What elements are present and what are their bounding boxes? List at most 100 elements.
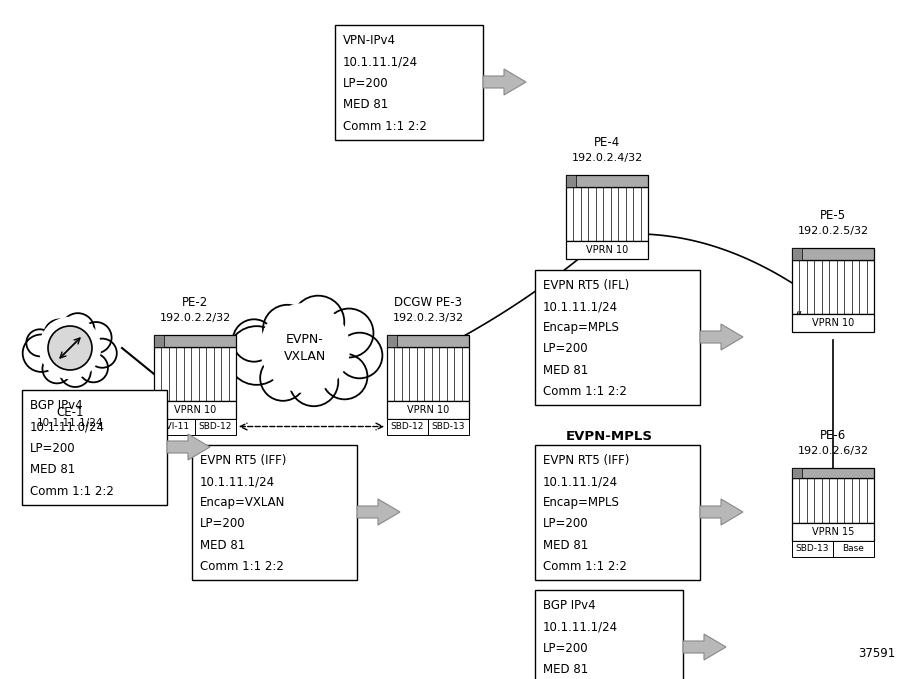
Bar bbox=[792, 248, 874, 261]
Text: EVPN RT5 (IFF): EVPN RT5 (IFF) bbox=[543, 454, 630, 467]
Text: Comm 1:1 2:2: Comm 1:1 2:2 bbox=[200, 559, 284, 573]
Bar bbox=[22, 390, 167, 505]
Text: Comm 1:1 2:2: Comm 1:1 2:2 bbox=[543, 385, 627, 398]
Circle shape bbox=[80, 322, 111, 353]
Text: LP=200: LP=200 bbox=[543, 642, 589, 655]
Text: LP=200: LP=200 bbox=[343, 77, 389, 90]
Text: EVPN-
VXLAN: EVPN- VXLAN bbox=[284, 333, 326, 363]
Text: 10.1.11.1/24: 10.1.11.1/24 bbox=[343, 56, 418, 69]
Text: MED 81: MED 81 bbox=[543, 538, 588, 551]
Circle shape bbox=[289, 357, 338, 406]
Text: EVI-11: EVI-11 bbox=[160, 422, 189, 431]
Text: Comm 1:1 2:2: Comm 1:1 2:2 bbox=[343, 120, 426, 132]
Bar bbox=[566, 175, 576, 187]
Text: SBD-13: SBD-13 bbox=[432, 422, 465, 431]
Bar bbox=[566, 187, 648, 240]
Bar bbox=[792, 314, 874, 331]
Text: SBD-12: SBD-12 bbox=[199, 422, 233, 431]
Text: MED 81: MED 81 bbox=[343, 98, 388, 111]
Text: 10.1.11.1/24: 10.1.11.1/24 bbox=[37, 418, 103, 428]
Text: CE-1: CE-1 bbox=[56, 406, 84, 419]
Text: 37591: 37591 bbox=[857, 647, 895, 660]
Bar bbox=[535, 270, 700, 405]
Bar bbox=[154, 335, 236, 348]
Text: VPRN 10: VPRN 10 bbox=[407, 405, 449, 414]
Bar bbox=[387, 348, 469, 401]
Text: 10.1.11.1/24: 10.1.11.1/24 bbox=[543, 475, 618, 488]
Circle shape bbox=[227, 326, 286, 385]
Text: PE-5: PE-5 bbox=[820, 209, 846, 222]
Circle shape bbox=[44, 319, 75, 350]
Text: VPRN 15: VPRN 15 bbox=[811, 527, 854, 536]
Text: 10.1.11.0/24: 10.1.11.0/24 bbox=[30, 420, 105, 433]
Text: “: “ bbox=[796, 310, 802, 323]
Text: 10.1.11.1/24: 10.1.11.1/24 bbox=[543, 300, 618, 313]
Circle shape bbox=[79, 353, 108, 382]
Circle shape bbox=[48, 326, 92, 370]
Text: VPRN 10: VPRN 10 bbox=[586, 244, 628, 255]
Bar bbox=[387, 401, 469, 418]
Text: VPRN 10: VPRN 10 bbox=[811, 318, 854, 327]
Bar bbox=[792, 468, 874, 479]
Polygon shape bbox=[357, 499, 400, 525]
Bar bbox=[387, 335, 469, 348]
Text: LP=200: LP=200 bbox=[200, 517, 245, 530]
Bar bbox=[335, 25, 483, 140]
Bar bbox=[566, 240, 648, 259]
Text: MED 81: MED 81 bbox=[200, 538, 245, 551]
Text: EVPN-MPLS: EVPN-MPLS bbox=[566, 430, 653, 443]
Bar bbox=[192, 445, 357, 580]
Bar bbox=[154, 335, 164, 348]
Bar bbox=[195, 418, 236, 435]
Text: MED 81: MED 81 bbox=[30, 463, 75, 476]
Text: VPRN 10: VPRN 10 bbox=[174, 405, 216, 414]
Text: Encap=MPLS: Encap=MPLS bbox=[543, 496, 620, 509]
Text: 192.0.2.5/32: 192.0.2.5/32 bbox=[798, 226, 868, 236]
Circle shape bbox=[60, 356, 91, 387]
Circle shape bbox=[336, 333, 382, 378]
Circle shape bbox=[292, 295, 345, 348]
Circle shape bbox=[39, 317, 101, 379]
Polygon shape bbox=[167, 434, 210, 460]
Text: 192.0.2.6/32: 192.0.2.6/32 bbox=[798, 446, 868, 456]
Polygon shape bbox=[700, 324, 743, 350]
Bar bbox=[535, 590, 683, 679]
Text: Comm 1:1 2:2: Comm 1:1 2:2 bbox=[543, 559, 627, 573]
Text: 192.0.2.4/32: 192.0.2.4/32 bbox=[572, 153, 642, 163]
Text: MED 81: MED 81 bbox=[543, 663, 588, 676]
Bar bbox=[154, 401, 236, 418]
Bar bbox=[387, 335, 397, 348]
Text: EVPN RT5 (IFL): EVPN RT5 (IFL) bbox=[543, 279, 630, 292]
Bar bbox=[792, 468, 802, 479]
Text: LP=200: LP=200 bbox=[543, 517, 589, 530]
Circle shape bbox=[233, 319, 275, 362]
Text: Encap=VXLAN: Encap=VXLAN bbox=[200, 496, 286, 509]
Bar bbox=[792, 540, 833, 557]
Circle shape bbox=[322, 354, 368, 399]
Circle shape bbox=[324, 308, 373, 357]
Circle shape bbox=[62, 313, 95, 346]
Text: 192.0.2.3/32: 192.0.2.3/32 bbox=[392, 313, 463, 323]
Bar bbox=[154, 348, 236, 401]
Text: Base: Base bbox=[843, 544, 865, 553]
Text: PE-4: PE-4 bbox=[594, 136, 620, 149]
Bar bbox=[387, 418, 428, 435]
Text: SBD-13: SBD-13 bbox=[796, 544, 829, 553]
Text: 10.1.11.1/24: 10.1.11.1/24 bbox=[543, 621, 618, 634]
Circle shape bbox=[23, 335, 60, 372]
Text: EVPN RT5 (IFF): EVPN RT5 (IFF) bbox=[200, 454, 287, 467]
Text: Encap=MPLS: Encap=MPLS bbox=[543, 321, 620, 334]
Text: LP=200: LP=200 bbox=[543, 342, 589, 355]
Text: PE-6: PE-6 bbox=[820, 429, 846, 442]
Polygon shape bbox=[700, 499, 743, 525]
Bar bbox=[792, 248, 802, 261]
Circle shape bbox=[260, 303, 350, 393]
Bar bbox=[154, 418, 195, 435]
Text: BGP IPv4: BGP IPv4 bbox=[30, 399, 83, 412]
Circle shape bbox=[263, 305, 312, 354]
Text: SBD-12: SBD-12 bbox=[391, 422, 425, 431]
Text: 10.1.11.1/24: 10.1.11.1/24 bbox=[200, 475, 275, 488]
Bar bbox=[792, 261, 874, 314]
Circle shape bbox=[27, 329, 53, 356]
Bar bbox=[792, 479, 874, 523]
